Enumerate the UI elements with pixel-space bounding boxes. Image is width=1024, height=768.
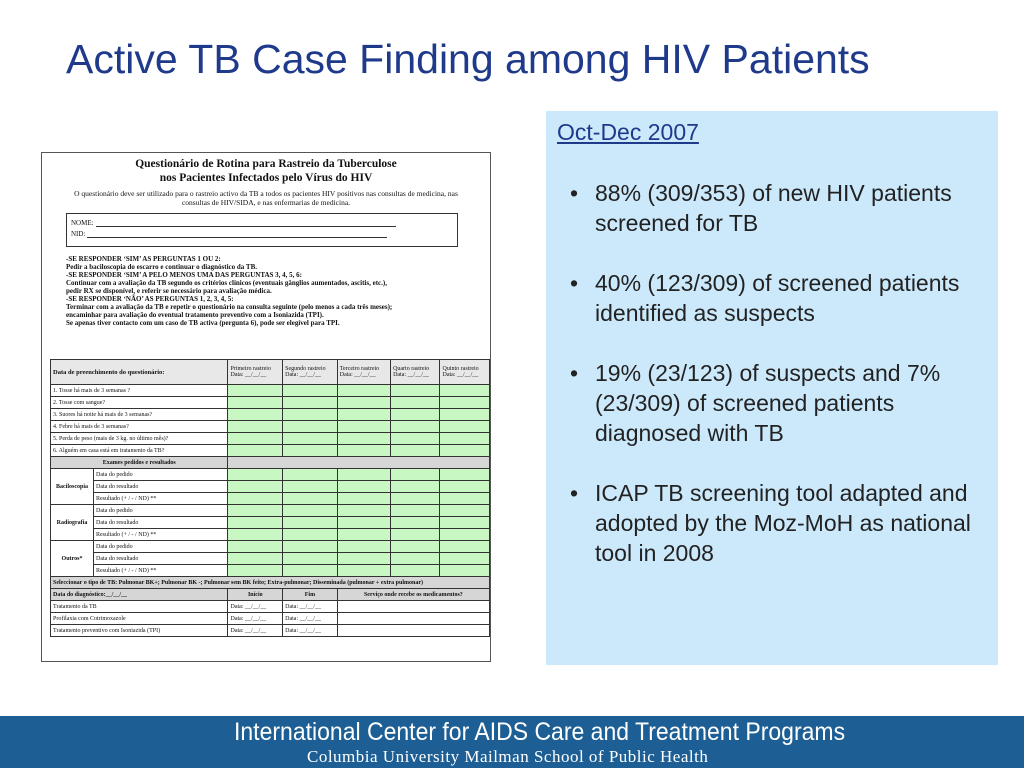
panel-heading: Oct-Dec 2007 [557, 119, 699, 145]
instruction-line: Terminar com a avaliação da TB e repetir… [66, 303, 393, 311]
instruction-line: pedir RX se disponível, e referir se nec… [66, 287, 272, 295]
exam-row-label: Resultado (+ / - / ND) ** [92, 564, 229, 577]
nid-label: NID: [71, 230, 86, 238]
bullet-item: • 19% (23/123) of suspects and 7% (23/309… [570, 360, 941, 446]
question-row: 3. Suores há noite há mais de 3 semanas? [49, 408, 490, 421]
bullet-icon: • [570, 270, 579, 296]
tb-type-row: Seleccionar o tipo de TB: Pulmonar BK+; … [50, 576, 490, 589]
exam-group-label: Radiografia [50, 504, 94, 541]
screening-table: Data de preenchimento do questionário: P… [49, 359, 490, 637]
question-row: 1. Tosse há mais de 3 semanas ? [49, 384, 490, 397]
question-row: 6. Alguém em casa está em tratamento da … [49, 444, 490, 457]
col-screening-3: Terceiro rastreio Data: __/__/__ [336, 359, 392, 385]
exam-row-label: Data do resultado [92, 480, 229, 493]
instruction-line: Se apenas tiver contacto com um caso de … [66, 319, 340, 327]
bullet-icon: • [570, 480, 579, 506]
exam-group-label: Outros* [50, 540, 94, 577]
bullet-icon: • [570, 360, 579, 386]
exams-header: Exames pedidos e resultados [49, 456, 229, 469]
form-title-line1: Questionário de Rotina para Rastreio da … [135, 158, 397, 170]
bullet-item: • ICAP TB screening tool adapted and adop… [570, 480, 971, 566]
form-intro: O questionário deve ser utilizado para o… [74, 189, 458, 207]
header-date-label: Data de preenchimento do questionário: [49, 359, 229, 385]
bullet-item: • 88% (309/353) of new HIV patients scree… [570, 180, 952, 236]
exam-row-label: Data do resultado [92, 516, 229, 529]
col-servico: Serviço onde recebe os medicamentos? [336, 588, 490, 601]
col-fim: Fim [282, 588, 338, 601]
form-instructions: -SE RESPONDER ‘SIM’ AS PERGUNTAS 1 OU 2:… [66, 255, 482, 327]
diagnosis-date: Data do diagnóstico:__/__/__ [49, 588, 229, 601]
form-title-line2: nos Pacientes Infectados pelo Vírus do H… [159, 172, 373, 184]
col-screening-2: Segundo rastreio Data: __/__/__ [282, 359, 338, 385]
instruction-line: -SE RESPONDER ‘NÃO’ AS PERGUNTAS 1, 2, 3… [66, 295, 234, 303]
treatment-row: Tratamento preventivo com Isoniazida (TP… [49, 624, 229, 637]
exam-row-label: Data do pedido [92, 540, 229, 553]
summary-bullets: • 88% (309/353) of new HIV patients scree… [556, 178, 988, 568]
name-label: NOME: [71, 219, 94, 227]
bullet-icon: • [570, 180, 579, 206]
exam-row-label: Data do pedido [92, 504, 229, 517]
question-row: 5. Perda de peso (mais de 3 kg. no últim… [49, 432, 490, 445]
slide-title: Active TB Case Finding among HIV Patient… [66, 36, 870, 82]
instruction-line: Pedir a baciloscopia do escarro e contin… [66, 263, 258, 271]
treatment-row: Profilaxia com Cotrimoxazole [49, 612, 229, 625]
col-screening-1: Primeiro rastreio Data: __/__/__ [227, 359, 284, 385]
footer-school-name: Columbia University Mailman School of Pu… [307, 747, 709, 766]
instruction-line: Continuar com a avaliação da TB segundo … [66, 279, 387, 287]
exam-row-label: Resultado (+ / - / ND) ** [92, 528, 229, 541]
col-screening-5: Quinto rastreio Data: __/__/__ [439, 359, 490, 385]
footer-banner: International Center for AIDS Care and T… [0, 716, 1024, 768]
exam-row-label: Resultado (+ / - / ND) ** [92, 492, 229, 505]
col-inicio: Início [227, 588, 284, 601]
instruction-line: -SE RESPONDER ‘SIM’ A PELO MENOS UMA DAS… [66, 271, 303, 279]
question-row: 2. Tosse com sangue? [49, 396, 490, 409]
col-screening-4: Quarto rastreio Data: __/__/__ [390, 359, 441, 385]
exam-group-label: Baciloscopia [50, 468, 94, 505]
exam-row-label: Data do resultado [92, 552, 229, 565]
patient-id-box: NOME: NID: [66, 213, 458, 247]
question-row: 4. Febre há mais de 3 semanas? [49, 420, 490, 433]
exam-row-label: Data do pedido [92, 468, 229, 481]
bullet-item: • 40% (123/309) of screened patients iden… [570, 270, 960, 326]
form-title: Questionário de Rotina para Rastreio da … [42, 157, 490, 185]
treatment-row: Tratamento da TB [49, 600, 229, 613]
summary-panel: Oct-Dec 2007 • 88% (309/353) of new HIV p… [546, 111, 998, 665]
instruction-line: encaminhar para avaliação do eventual tr… [66, 311, 324, 319]
footer-org-name: International Center for AIDS Care and T… [234, 718, 846, 746]
instruction-line: -SE RESPONDER ‘SIM’ AS PERGUNTAS 1 OU 2: [66, 255, 221, 263]
questionnaire-form-image: Questionário de Rotina para Rastreio da … [41, 152, 491, 662]
